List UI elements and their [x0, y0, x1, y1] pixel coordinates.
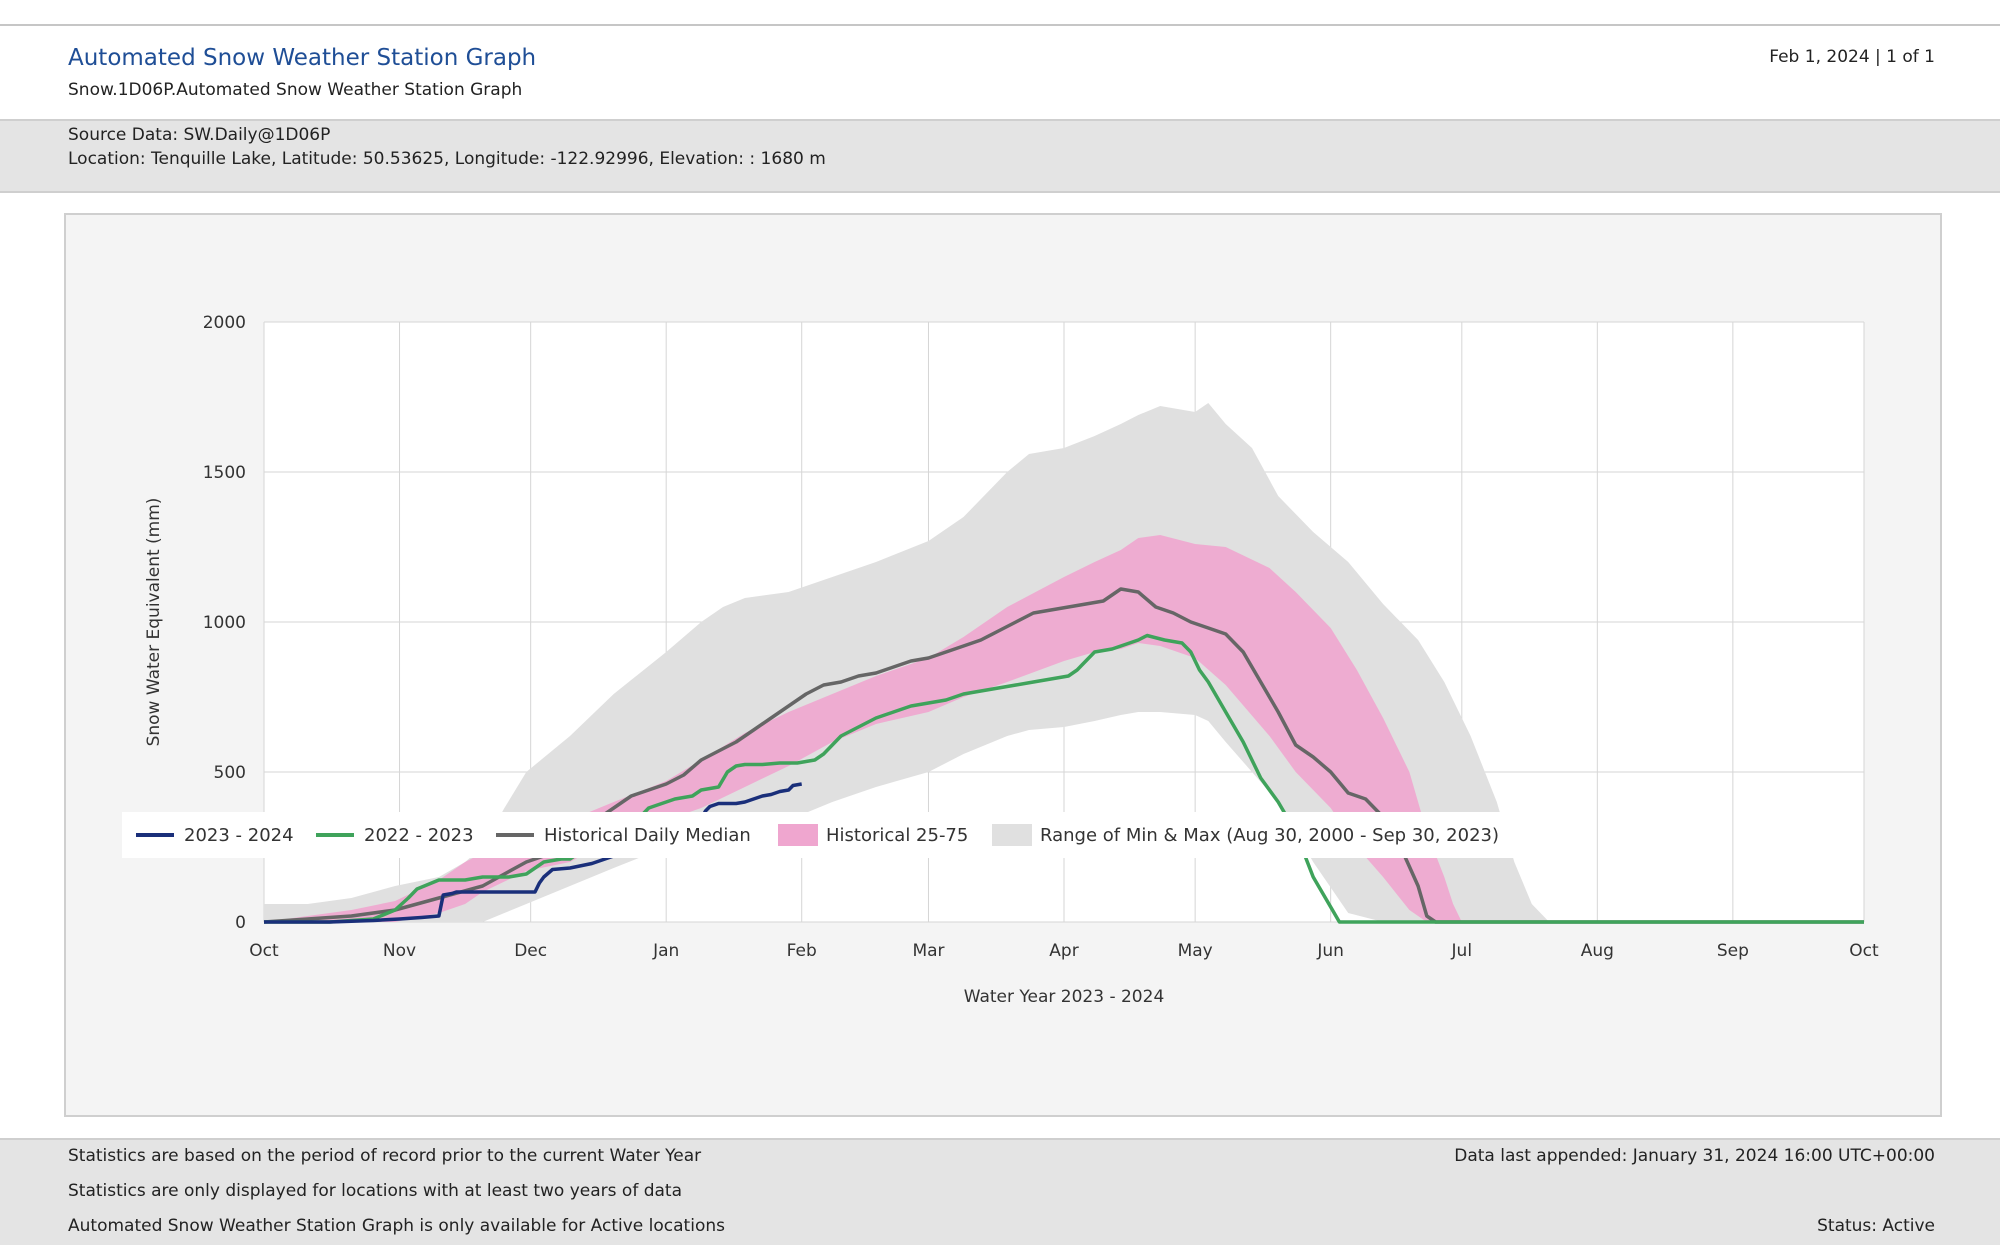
- page-title: Automated Snow Weather Station Graph: [68, 45, 537, 71]
- x-tick-label: Dec: [514, 941, 547, 961]
- data-last-appended: Data last appended: January 31, 2024 16:…: [1454, 1146, 1935, 1166]
- source-info-band: Source Data: SW.Daily@1D06P Location: Te…: [0, 119, 2000, 193]
- x-tick-label: Apr: [1049, 941, 1078, 961]
- swe-chart: 0 500 1000 1500 2000 Oct Nov Dec Jan Feb Mar Apr May…: [122, 313, 1879, 1007]
- footer-note-2: Statistics are only displayed for locati…: [68, 1181, 683, 1201]
- x-tick-label: Jul: [1451, 941, 1473, 961]
- y-axis-label: Snow Water Equivalent (mm): [144, 498, 164, 747]
- legend-2023-2024-label: 2023 - 2024: [184, 825, 294, 846]
- footer-note-1: Statistics are based on the period of re…: [68, 1146, 702, 1166]
- legend-box: [122, 812, 1519, 858]
- x-tick-label: Oct: [249, 941, 279, 961]
- legend-p25-75-label: Historical 25-75: [826, 825, 968, 846]
- x-tick-label: Jun: [1316, 941, 1344, 961]
- chart-axes: 0 500 1000 1500 2000 Oct Nov Dec Jan Feb Mar Apr May…: [203, 313, 1879, 961]
- y-tick-label: 1500: [203, 463, 246, 483]
- legend-median-label: Historical Daily Median: [544, 825, 751, 846]
- legend-minmax-swatch: [992, 824, 1032, 846]
- x-tick-label: Nov: [383, 941, 416, 961]
- y-tick-label: 1000: [203, 613, 246, 633]
- x-tick-label: Sep: [1717, 941, 1749, 961]
- legend-minmax-label: Range of Min & Max (Aug 30, 2000 - Sep 3…: [1040, 825, 1499, 846]
- legend-p25-75-swatch: [778, 824, 818, 846]
- x-tick-label: Oct: [1849, 941, 1879, 961]
- x-tick-label: Aug: [1581, 941, 1614, 961]
- top-divider: [0, 24, 2000, 26]
- footer-note-3: Automated Snow Weather Station Graph is …: [68, 1216, 725, 1236]
- chart-panel: 0 500 1000 1500 2000 Oct Nov Dec Jan Feb Mar Apr May…: [64, 213, 1942, 1117]
- legend-2022-2023-label: 2022 - 2023: [364, 825, 474, 846]
- page-subtitle: Snow.1D06P.Automated Snow Weather Statio…: [68, 80, 523, 100]
- station-status: Status: Active: [1817, 1216, 1935, 1236]
- x-tick-label: May: [1178, 941, 1213, 961]
- y-tick-label: 2000: [203, 313, 246, 333]
- report-footer: Statistics are based on the period of re…: [0, 1138, 2000, 1245]
- report-header: Automated Snow Weather Station Graph Sno…: [0, 26, 2000, 119]
- chart-bands: [264, 403, 1864, 922]
- page-info: Feb 1, 2024 | 1 of 1: [1769, 47, 1935, 67]
- x-axis-label: Water Year 2023 - 2024: [964, 987, 1165, 1007]
- p25-75-band: [264, 535, 1864, 922]
- series-2022-2023-line: [264, 633, 1864, 924]
- series-2023-2024-line: [264, 782, 802, 924]
- location-line: Location: Tenquille Lake, Latitude: 50.5…: [68, 149, 826, 169]
- chart-legend: 2023 - 2024 2022 - 2023 Historical Daily M…: [122, 812, 1519, 858]
- y-tick-label: 500: [214, 763, 246, 783]
- y-tick-label: 0: [235, 913, 246, 933]
- source-data-line: Source Data: SW.Daily@1D06P: [68, 125, 331, 145]
- x-tick-label: Jan: [652, 941, 679, 961]
- x-tick-label: Mar: [912, 941, 944, 961]
- x-tick-label: Feb: [787, 941, 817, 961]
